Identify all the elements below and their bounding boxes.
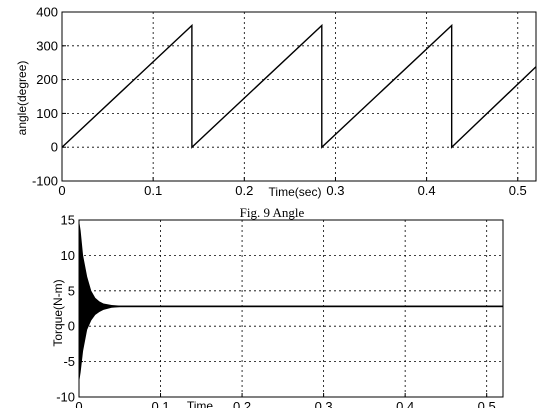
y-tick-label: 0	[51, 140, 58, 155]
angle-series-line	[61, 23, 537, 149]
angle-grid	[62, 12, 536, 181]
angle-plot-frame	[61, 11, 537, 182]
torque-grid	[79, 220, 503, 397]
y-tick-label: 5	[68, 283, 75, 298]
x-tick-label: 0.4	[418, 183, 436, 198]
y-tick-label: 200	[36, 72, 58, 87]
y-tick-label: 15	[61, 213, 75, 228]
x-tick-label: 0	[75, 399, 82, 408]
y-tick-label: -5	[63, 354, 75, 369]
x-tick-label: 0.5	[478, 399, 496, 408]
x-tick-label: 0.3	[326, 183, 344, 198]
torque-plot-frame	[78, 219, 504, 398]
x-tick-label: 0.2	[235, 183, 253, 198]
torque-y-axis-label: Torque(N-m)	[51, 279, 65, 346]
x-tick-label: 0	[58, 183, 65, 198]
y-tick-label: -100	[32, 174, 58, 189]
x-tick-label: 0.4	[396, 399, 414, 408]
angle-y-axis-label: angle(degree)	[15, 61, 29, 136]
x-tick-label: 0.3	[315, 399, 333, 408]
figure-caption: Fig. 9 Angle	[240, 205, 305, 220]
angle-x-ticks: 0 0.1 0.2 0.3 0.4 0.5	[58, 177, 527, 198]
torque-chart: 0 0.1 0.2 0.3 0.4 0.5 15 10 5 0 -5 -10 Time Torque…	[51, 213, 504, 408]
y-tick-label: 400	[36, 5, 58, 20]
y-tick-label: 10	[61, 248, 75, 263]
x-tick-label: 0.2	[233, 399, 251, 408]
x-tick-label: 0.5	[509, 183, 527, 198]
y-tick-label: 100	[36, 106, 58, 121]
torque-x-ticks: 0 0.1 0.2 0.3 0.4 0.5	[75, 393, 496, 408]
angle-x-axis-label: Time(sec)	[269, 185, 322, 199]
angle-y-ticks: 400 300 200 100 0 -100	[32, 5, 66, 189]
y-tick-label: -10	[56, 390, 75, 405]
x-tick-label: 0.1	[144, 183, 162, 198]
torque-oscillation-band	[79, 220, 503, 383]
torque-y-ticks: 15 10 5 0 -5 -10	[56, 213, 83, 405]
y-tick-label: 0	[68, 319, 75, 334]
torque-x-axis-label: Time	[187, 399, 214, 408]
y-tick-label: 300	[36, 38, 58, 53]
x-tick-label: 0.1	[151, 399, 169, 408]
